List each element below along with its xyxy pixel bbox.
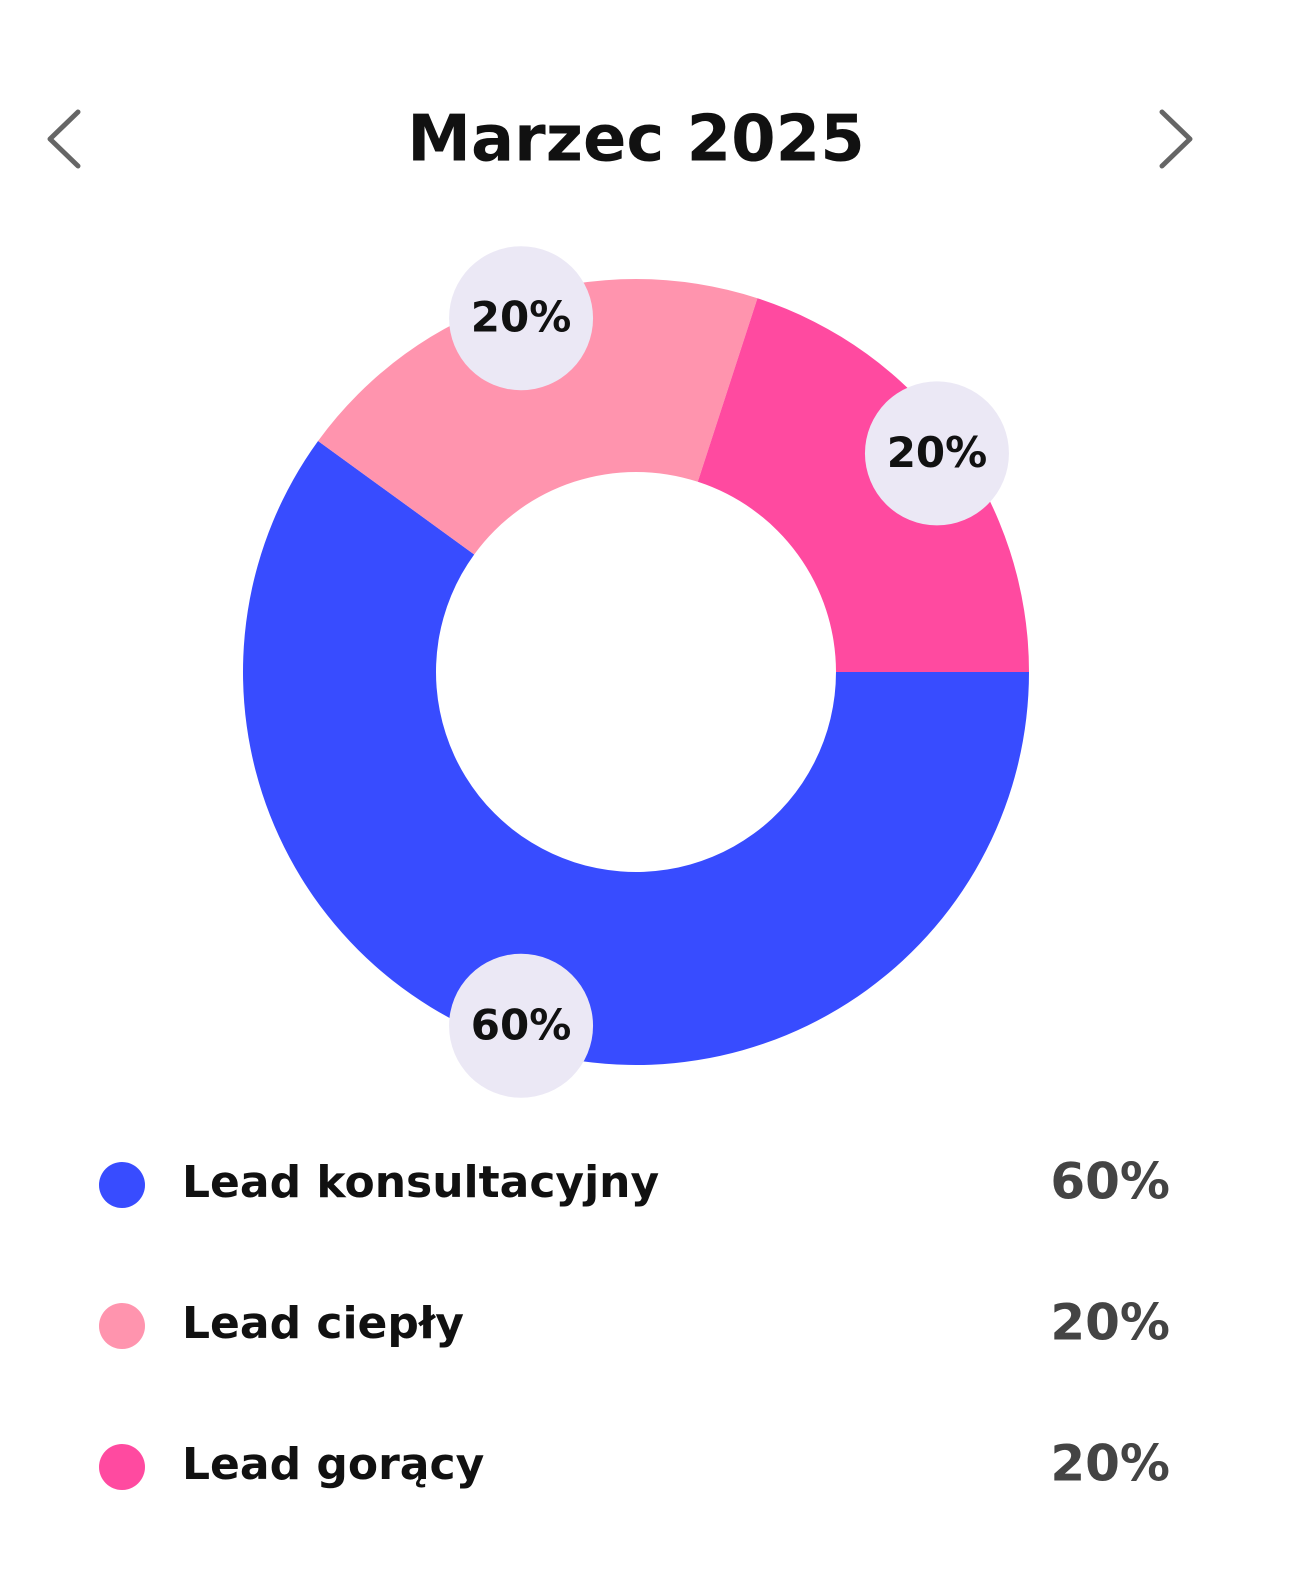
prev-arrow[interactable] (47, 109, 81, 169)
donut-slice (318, 279, 758, 555)
slice-badge (864, 381, 1009, 526)
slice-badge (449, 953, 594, 1098)
legend-value: 60% (1050, 1153, 1170, 1211)
legend-dot (99, 1162, 145, 1208)
donut-slice (697, 298, 1029, 672)
legend-label: Lead gorący (182, 1439, 484, 1490)
legend-dot (99, 1303, 145, 1349)
legend-value: 20% (1050, 1435, 1170, 1493)
slice-badge (449, 246, 594, 391)
legend-label: Lead ciepły (182, 1298, 464, 1349)
legend-dot (99, 1444, 145, 1490)
chart-title: Marzec 2025 (407, 103, 864, 177)
donut-slice (242, 441, 1030, 1066)
slice-label: 20% (471, 293, 572, 342)
slice-label: 60% (471, 1000, 572, 1049)
legend-value: 20% (1050, 1294, 1170, 1352)
slice-label: 20% (887, 428, 988, 477)
next-arrow[interactable] (1159, 109, 1193, 169)
legend-label: Lead konsultacyjny (182, 1157, 659, 1208)
